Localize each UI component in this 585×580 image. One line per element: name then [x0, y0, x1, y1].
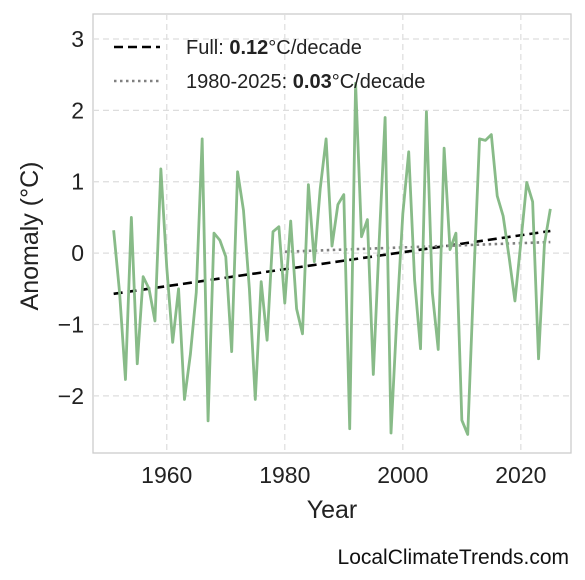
legend-recent-unit: °C/decade — [332, 71, 426, 93]
y-tick-label: 0 — [71, 240, 84, 266]
x-tick-label: 1960 — [141, 462, 192, 488]
watermark: LocalClimateTrends.com — [337, 546, 569, 569]
y-tick-label: 2 — [71, 97, 84, 123]
grid — [93, 14, 571, 453]
legend: Full: 0.12°C/decade 1980-2025: 0.03°C/de… — [114, 37, 425, 93]
x-axis-ticks: 1960 1980 2000 2020 — [141, 462, 546, 488]
legend-entry-recent: 1980-2025: 0.03°C/decade — [186, 71, 425, 93]
legend-recent-value: 0.03 — [293, 71, 332, 93]
y-tick-label: −2 — [58, 383, 84, 409]
y-axis-ticks: −2 −1 0 1 2 3 — [58, 26, 84, 409]
trend-lines — [113, 229, 551, 296]
y-tick-label: 3 — [71, 26, 84, 52]
legend-entry-full: Full: 0.12°C/decade — [186, 37, 362, 59]
x-axis-label: Year — [307, 496, 358, 524]
y-tick-label: 1 — [71, 169, 84, 195]
y-tick-label: −1 — [58, 312, 84, 338]
legend-recent-label: 1980-2025: — [186, 71, 293, 93]
anomaly-series-line — [112, 81, 552, 436]
x-tick-label: 2020 — [495, 462, 546, 488]
x-tick-label: 1980 — [259, 462, 310, 488]
y-axis-label: Anomaly (°C) — [16, 162, 44, 311]
legend-full-label: Full: — [186, 37, 229, 59]
series-lines — [112, 81, 552, 436]
legend-full-value: 0.12 — [229, 37, 268, 59]
x-tick-label: 2000 — [377, 462, 428, 488]
recent-trend-line — [284, 240, 551, 254]
legend-full-unit: °C/decade — [268, 37, 362, 59]
full-trend-line — [113, 229, 551, 296]
